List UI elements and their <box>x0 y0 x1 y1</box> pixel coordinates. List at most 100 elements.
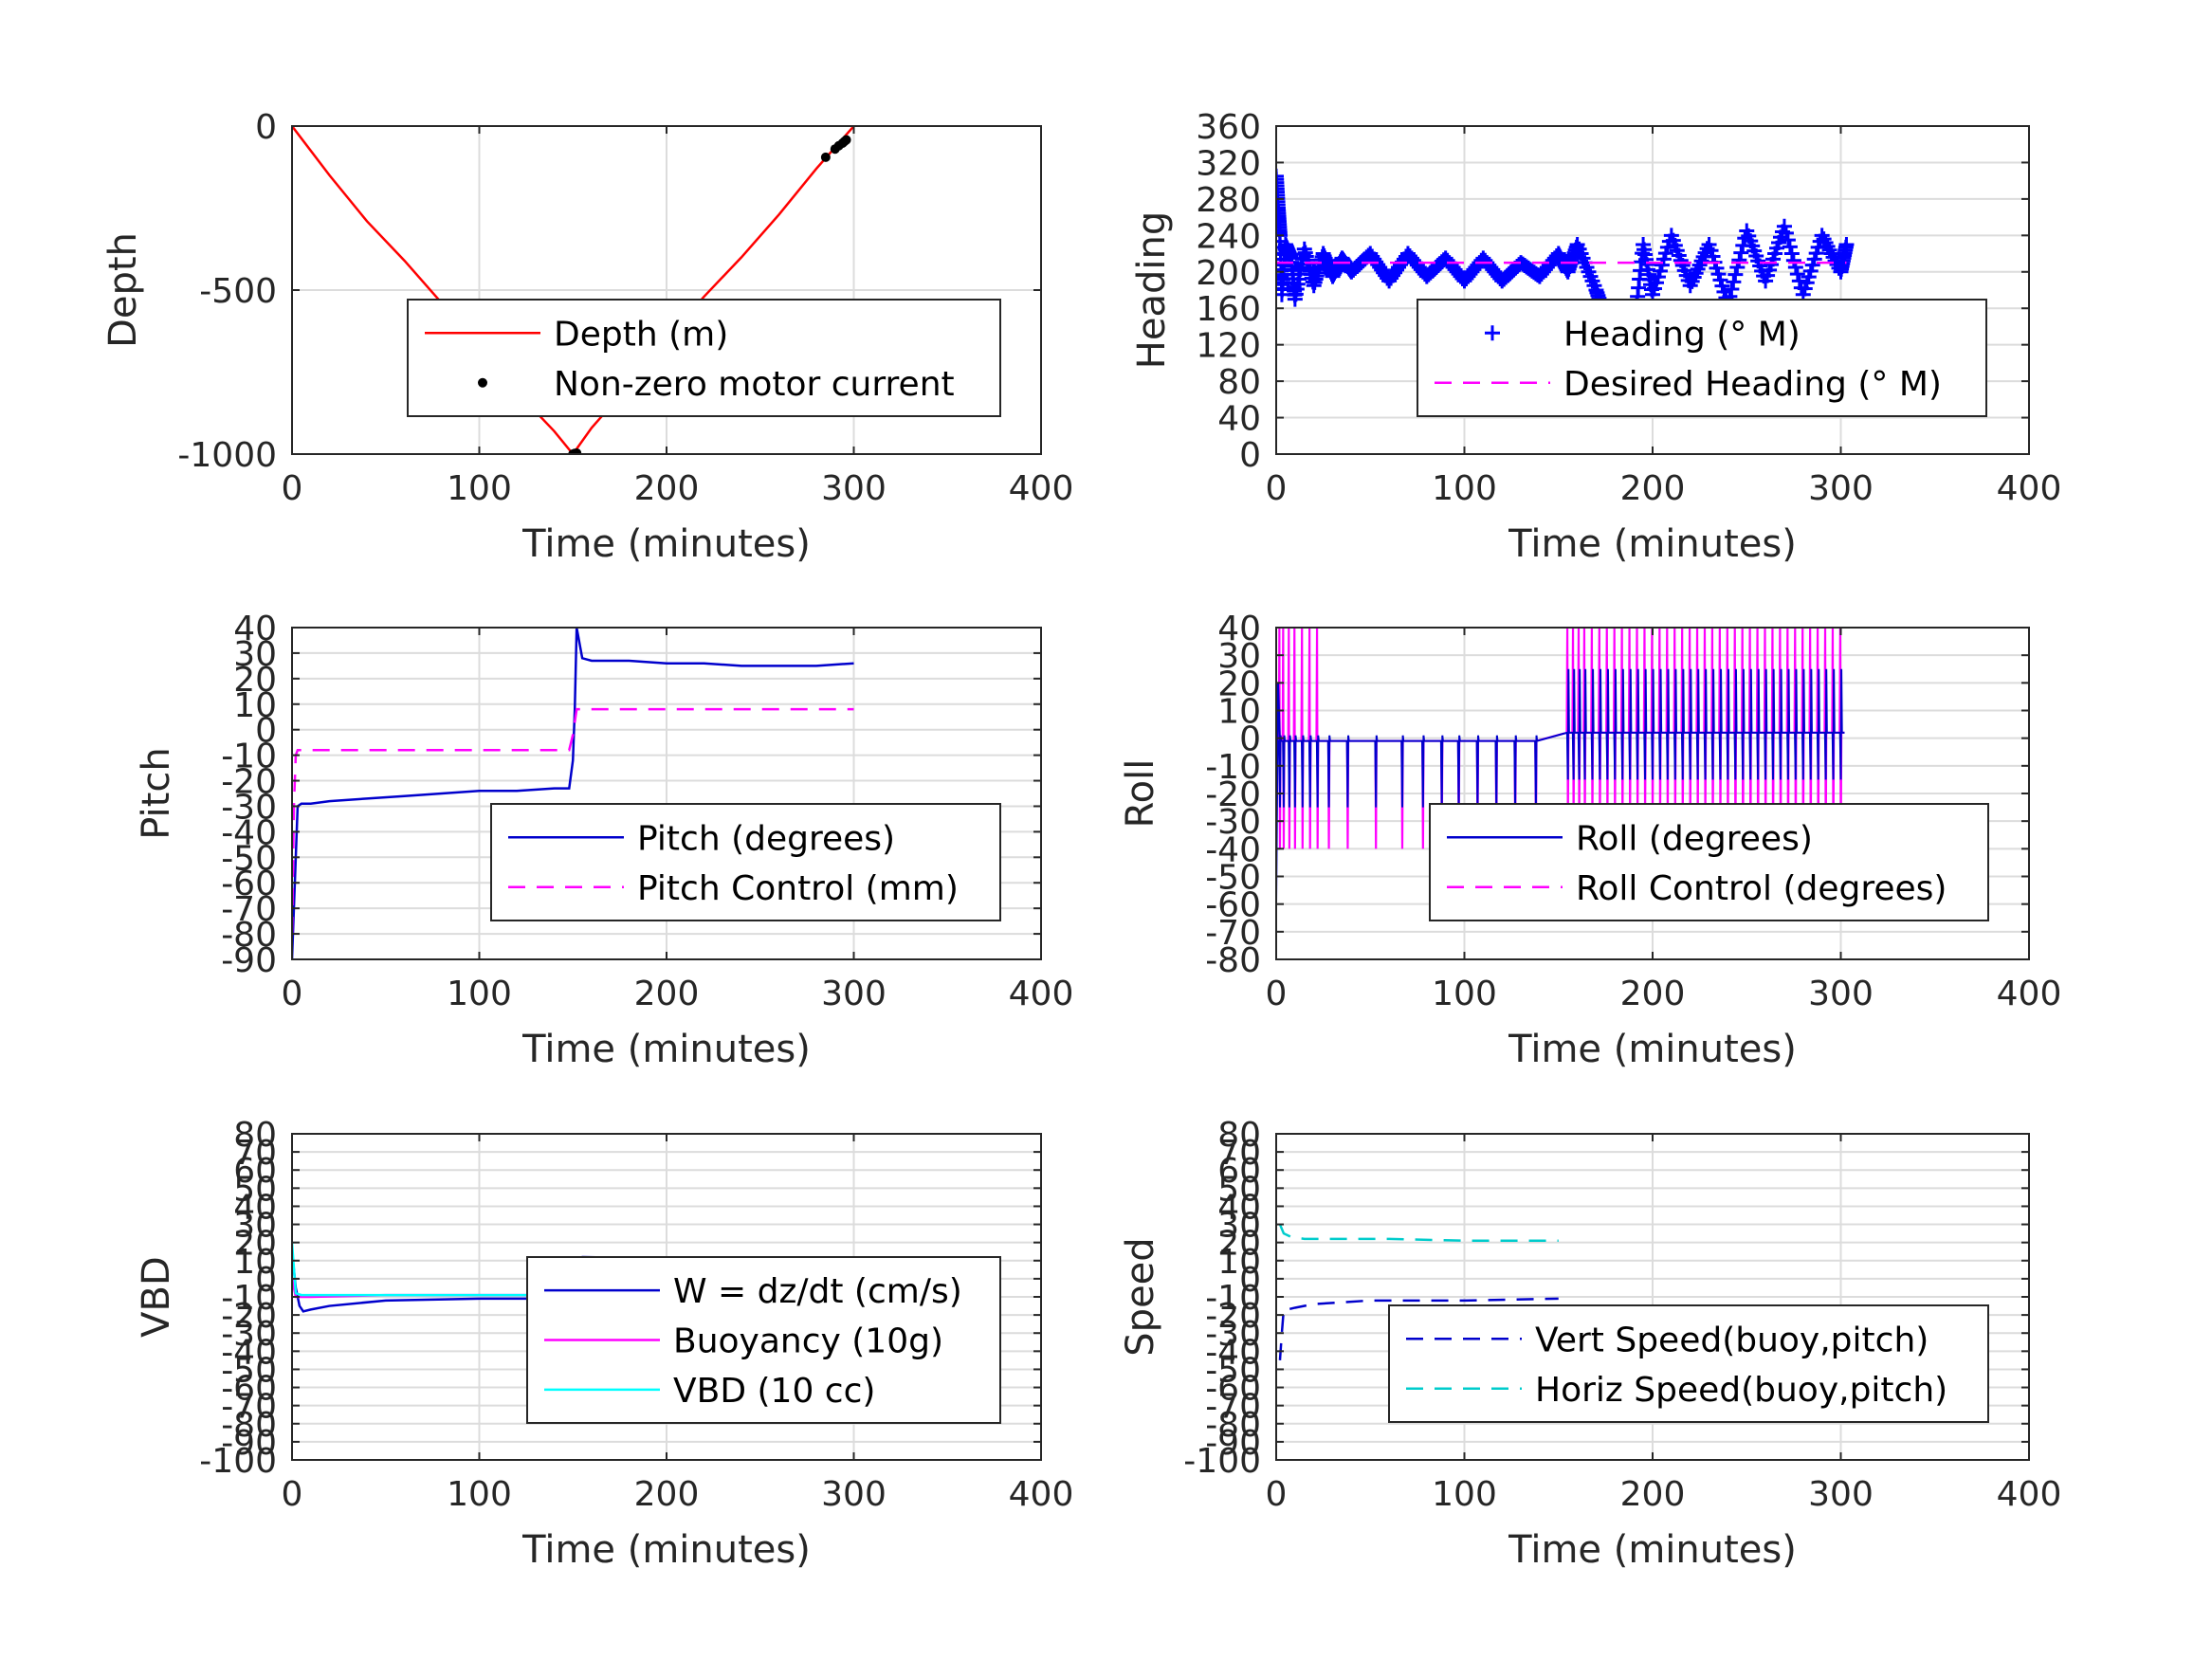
x-tick-label: 0 <box>1266 1475 1288 1514</box>
y-tick-label: 0 <box>1239 720 1261 759</box>
legend: Vert Speed(buoy,pitch) Horiz Speed(buoy,p… <box>1388 1304 1989 1423</box>
legend-label: VBD (10 cc) <box>673 1372 875 1411</box>
y-tick-label: 60 <box>233 1152 277 1191</box>
x-tick-label: 100 <box>1432 975 1497 1013</box>
y-tick-label: 80 <box>1217 1116 1261 1155</box>
legend-box <box>1429 803 1989 921</box>
legend-label: Pitch (degrees) <box>637 819 895 858</box>
y-tick-label: -80 <box>1205 1406 1261 1445</box>
y-tick-label: 40 <box>1217 400 1261 439</box>
subplot-vbd: 0 100 200 300 40080706050403020100-10-20-30-… <box>135 1116 1073 1572</box>
y-tick-label: -100 <box>1183 1442 1261 1481</box>
y-tick-label: 20 <box>1217 1225 1261 1264</box>
y-tick-label: 20 <box>233 1225 277 1264</box>
plot-area <box>1278 1224 1559 1360</box>
y-tick-label: 50 <box>1217 1170 1261 1209</box>
y-tick-label: 0 <box>1239 436 1261 475</box>
y-tick-label: 40 <box>233 1188 277 1227</box>
y-tick-label: 50 <box>233 1170 277 1209</box>
y-tick-label: -50 <box>1205 1351 1261 1390</box>
y-tick-label: 40 <box>1217 1188 1261 1227</box>
y-tick-label: -50 <box>221 839 277 878</box>
subplot-roll: 0 100 200 300 400403020100-10-20-30-40-50-60… <box>1119 610 2061 1071</box>
y-tick-label: 20 <box>233 661 277 700</box>
y-tick-label: -30 <box>221 1315 277 1354</box>
y-tick-label: -40 <box>221 1333 277 1372</box>
legend-label: Roll (degrees) <box>1576 819 1813 858</box>
heading-marker <box>1838 236 1855 252</box>
y-tick-label: 30 <box>1217 637 1261 676</box>
series-horiz-speed-buoy-pitch <box>1278 1224 1559 1243</box>
legend-box <box>490 803 1001 921</box>
y-tick-label: -30 <box>221 788 277 827</box>
x-tick-label: 300 <box>821 975 887 1013</box>
y-tick-label: 30 <box>233 635 277 674</box>
x-tick-label: 400 <box>1009 469 1074 508</box>
legend-box <box>1417 299 1987 417</box>
y-tick-label: 0 <box>255 1261 277 1300</box>
x-tick-label: 300 <box>1808 975 1874 1013</box>
y-tick-label: 0 <box>1239 1261 1261 1300</box>
y-tick-label: 20 <box>1217 665 1261 703</box>
x-tick-label: 100 <box>447 469 512 508</box>
x-tick-label: 300 <box>1808 1475 1874 1514</box>
subplot-heading: 0 100 200 300 40004080120160200240280320360T… <box>1130 108 2061 566</box>
x-tick-label: 100 <box>1432 469 1497 508</box>
y-tick-label: 10 <box>233 686 277 725</box>
y-tick-label: 160 <box>1196 290 1261 329</box>
y-tick-label: 0 <box>255 108 277 147</box>
y-tick-label: 40 <box>233 610 277 648</box>
y-tick-label: 240 <box>1196 217 1261 256</box>
x-tick-label: 0 <box>282 1475 303 1514</box>
subplot-pitch: 0 100 200 300 400403020100-10-20-30-40-50-60… <box>135 610 1073 1071</box>
legend-label: Buoyancy (10g) <box>673 1322 943 1361</box>
subplot-depth: 0 100 200 300 400 0 -500 -1000 Time (minutes) Dep… <box>101 108 1073 566</box>
marker-motor-current <box>841 135 851 145</box>
legend-box <box>407 299 1001 417</box>
y-tick-label: 0 <box>255 712 277 751</box>
legend-label: Desired Heading (° M) <box>1563 365 1942 404</box>
heading-marker <box>1728 266 1744 283</box>
x-axis-label: Time (minutes) <box>1508 1528 1797 1572</box>
plot-area <box>1276 168 1855 344</box>
y-tick-label: -70 <box>1205 1388 1261 1427</box>
y-tick-label: -20 <box>221 763 277 802</box>
legend-label: W = dz/dt (cm/s) <box>673 1272 962 1311</box>
x-tick-label: 0 <box>282 469 303 508</box>
legend-label: Vert Speed(buoy,pitch) <box>1535 1321 1929 1359</box>
y-tick-label: 80 <box>1217 363 1261 402</box>
y-tick-label: -30 <box>1205 803 1261 842</box>
legend-label: Depth (m) <box>554 315 728 354</box>
heading-marker <box>1776 218 1792 234</box>
y-tick-label: -60 <box>1205 886 1261 925</box>
y-tick-label: -90 <box>1205 1424 1261 1463</box>
plot-area <box>292 126 855 454</box>
legend: W = dz/dt (cm/s) Buoyancy (10g) VBD (10 cc… <box>526 1256 1001 1424</box>
y-tick-label: -60 <box>221 865 277 903</box>
x-tick-label: 0 <box>1266 469 1288 508</box>
x-tick-label: 400 <box>1009 1475 1074 1514</box>
y-tick-label: 10 <box>233 1243 277 1282</box>
plot-area <box>1276 628 1845 904</box>
y-tick-label: -70 <box>1205 914 1261 953</box>
y-tick-label: 280 <box>1196 181 1261 220</box>
y-tick-label: 70 <box>233 1134 277 1173</box>
y-tick-label: 30 <box>1217 1207 1261 1246</box>
legend: Roll (degrees) Roll Control (degrees) <box>1429 803 1989 921</box>
y-tick-label: -10 <box>221 1279 277 1318</box>
y-axis-label: Depth <box>101 232 145 348</box>
y-tick-label: -90 <box>221 941 277 980</box>
x-tick-label: 200 <box>1620 1475 1686 1514</box>
y-tick-label: 10 <box>1217 1243 1261 1282</box>
heading-marker <box>1733 245 1749 261</box>
legend: Pitch (degrees) Pitch Control (mm) <box>490 803 1001 921</box>
marker-motor-current <box>820 152 831 162</box>
legend-marker <box>1485 325 1500 341</box>
y-tick-label: -1000 <box>177 436 277 475</box>
y-tick-label: -40 <box>221 813 277 852</box>
y-tick-label: -40 <box>1205 1333 1261 1372</box>
x-tick-label: 0 <box>1266 975 1288 1013</box>
series-roll <box>1276 668 1845 904</box>
heading-marker <box>1785 252 1801 268</box>
